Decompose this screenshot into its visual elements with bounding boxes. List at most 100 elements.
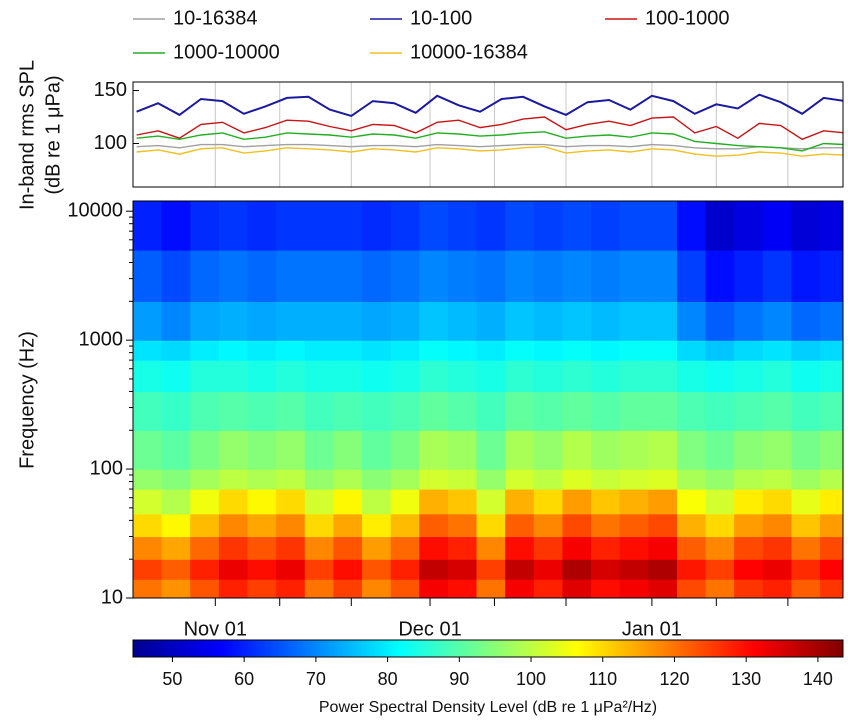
heatmap-cell bbox=[762, 559, 793, 580]
heatmap-cell bbox=[562, 489, 592, 515]
heatmap-cell bbox=[333, 513, 363, 538]
heatmap-cell bbox=[705, 340, 735, 361]
legend-label: 10-100 bbox=[410, 7, 472, 29]
heatmap-cell bbox=[505, 250, 535, 302]
heatmap-cell bbox=[419, 469, 449, 490]
heatmap-cell bbox=[619, 469, 649, 490]
heatmap-cell bbox=[791, 250, 821, 302]
heatmap-cell bbox=[734, 301, 764, 341]
heatmap-cell bbox=[734, 579, 764, 598]
heatmap-cell bbox=[476, 391, 506, 431]
heatmap-cell bbox=[591, 469, 621, 490]
heatmap-cell bbox=[247, 489, 277, 515]
heatmap-cell bbox=[133, 469, 163, 490]
heatmap-cell bbox=[390, 559, 420, 580]
heatmap-cell bbox=[218, 559, 249, 580]
colorbar-tick-label: 110 bbox=[588, 669, 617, 689]
heatmap-cell bbox=[304, 250, 335, 302]
heatmap-cell bbox=[447, 340, 478, 361]
heatmap-cell bbox=[734, 469, 764, 490]
heatmap-cell bbox=[247, 301, 277, 341]
heatmap-cell bbox=[390, 391, 420, 431]
heatmap-cell bbox=[533, 340, 564, 361]
heatmap-cell bbox=[533, 430, 564, 470]
heatmap-cell bbox=[362, 391, 392, 431]
heatmap-cell bbox=[390, 360, 420, 393]
heatmap-cell bbox=[447, 579, 478, 598]
heatmap-cell bbox=[648, 430, 678, 470]
colorbar-tick-label: 120 bbox=[659, 669, 689, 689]
heatmap-cell bbox=[476, 579, 506, 598]
heatmap-cell bbox=[648, 559, 678, 580]
heatmap-cell bbox=[190, 301, 220, 341]
heatmap-cell bbox=[820, 301, 843, 341]
heatmap-cell bbox=[390, 489, 420, 515]
heatmap-cell bbox=[161, 360, 191, 393]
heatmap-cell bbox=[705, 579, 735, 598]
heatmap-cell bbox=[161, 301, 191, 341]
heatmap-cell bbox=[362, 360, 392, 393]
heatmap-cell bbox=[247, 559, 277, 580]
heatmap-cell bbox=[247, 430, 277, 470]
heatmap-cell bbox=[705, 391, 735, 431]
colorbar bbox=[132, 639, 844, 658]
heatmap-cell bbox=[648, 391, 678, 431]
heatmap-cell bbox=[362, 201, 392, 251]
series-line bbox=[136, 143, 843, 150]
heatmap-cell bbox=[333, 340, 363, 361]
heatmap-cell bbox=[362, 579, 392, 598]
heatmap-cell bbox=[133, 559, 163, 580]
heatmap-cell bbox=[791, 469, 821, 490]
heatmap-cell bbox=[591, 559, 621, 580]
heatmap-cell bbox=[190, 391, 220, 431]
heatmap-cell bbox=[676, 579, 707, 598]
heatmap-cell bbox=[247, 201, 277, 251]
heatmap-cell bbox=[533, 559, 564, 580]
heatmap-cell bbox=[762, 513, 793, 538]
heatmap-cell bbox=[362, 489, 392, 515]
colorbar-tick-label: 100 bbox=[516, 669, 546, 689]
heatmap-cell bbox=[734, 559, 764, 580]
heatmap-cell bbox=[619, 513, 649, 538]
colorbar-tick-label: 90 bbox=[449, 669, 469, 689]
y-tick-label: 100 bbox=[94, 132, 127, 154]
heatmap-cell bbox=[791, 489, 821, 515]
heatmap-cell bbox=[762, 340, 793, 361]
heatmap-cell bbox=[276, 559, 306, 580]
heatmap-cell bbox=[562, 360, 592, 393]
heatmap-cell bbox=[533, 536, 564, 560]
heatmap-cell bbox=[476, 513, 506, 538]
heatmap-cell bbox=[276, 340, 306, 361]
heatmap-cell bbox=[390, 430, 420, 470]
heatmap-cell bbox=[591, 340, 621, 361]
heatmap-cell bbox=[276, 301, 306, 341]
heatmap-cell bbox=[161, 536, 191, 560]
heatmap-cell bbox=[562, 301, 592, 341]
heatmap-cell bbox=[820, 340, 843, 361]
heatmap-cell bbox=[648, 536, 678, 560]
heatmap-cell bbox=[218, 391, 249, 431]
heatmap-cell bbox=[390, 250, 420, 302]
heatmap-cell bbox=[505, 201, 535, 251]
heatmap-cell bbox=[304, 340, 335, 361]
heatmap-cell bbox=[333, 536, 363, 560]
heatmap-cell bbox=[676, 340, 707, 361]
heatmap-cell bbox=[820, 250, 843, 302]
heatmap-cell bbox=[304, 430, 335, 470]
heatmap-cell bbox=[218, 489, 249, 515]
heatmap-cell bbox=[505, 513, 535, 538]
heatmap-cell bbox=[676, 430, 707, 470]
heatmap-cell bbox=[591, 391, 621, 431]
colorbar-tick-label: 60 bbox=[234, 669, 254, 689]
heatmap-cell bbox=[591, 489, 621, 515]
heatmap-cell bbox=[190, 536, 220, 560]
heatmap-cell bbox=[820, 536, 843, 560]
heatmap-cell bbox=[648, 513, 678, 538]
heatmap-cell bbox=[762, 489, 793, 515]
heatmap-cell bbox=[447, 360, 478, 393]
heatmap-cell bbox=[476, 250, 506, 302]
heatmap-cell bbox=[333, 360, 363, 393]
heatmap-cell bbox=[591, 360, 621, 393]
legend-label: 10000-16384 bbox=[410, 41, 528, 63]
colorbar-tick-label: 80 bbox=[378, 669, 398, 689]
